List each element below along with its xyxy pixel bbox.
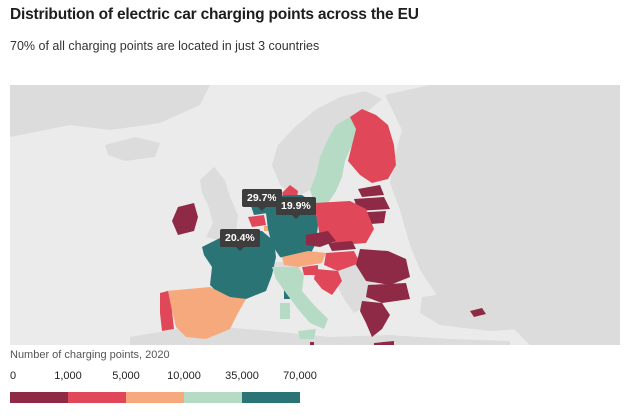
country-belgium xyxy=(248,215,266,227)
uk-land xyxy=(200,167,238,241)
greenland-land xyxy=(10,85,210,137)
chart-title: Distribution of electric car charging po… xyxy=(10,6,419,23)
legend-swatch xyxy=(10,392,68,403)
legend-tick: 0 xyxy=(10,370,17,382)
legend-swatch xyxy=(68,392,126,403)
country-luxembourg xyxy=(264,226,269,231)
background-land xyxy=(10,85,620,345)
legend-tick: 10,000 xyxy=(167,370,201,382)
country-italy xyxy=(272,267,328,329)
legend-ticks: 0 1,000 5,000 10,000 35,000 70,000 xyxy=(10,370,330,384)
callout-germany: 19.9% xyxy=(276,197,316,219)
country-sardinia xyxy=(280,303,290,319)
chart-subtitle: 70% of all charging points are located i… xyxy=(10,39,320,53)
country-spain xyxy=(166,287,246,339)
country-estonia xyxy=(358,185,384,197)
legend-color-bar xyxy=(10,392,300,403)
country-austria xyxy=(282,251,326,267)
country-portugal xyxy=(160,291,174,331)
country-sweden xyxy=(310,117,356,207)
turkey-land xyxy=(420,290,570,331)
country-ireland xyxy=(172,203,198,235)
country-finland xyxy=(348,109,396,183)
country-slovenia xyxy=(302,265,318,275)
eu-map xyxy=(10,85,620,345)
country-bulgaria xyxy=(366,283,410,303)
country-sicily xyxy=(298,329,316,339)
iceland-land xyxy=(105,137,160,161)
russia-land xyxy=(385,85,620,345)
country-crete xyxy=(374,341,394,345)
country-croatia xyxy=(314,269,342,295)
country-hungary xyxy=(324,251,360,271)
legend-swatch xyxy=(126,392,184,403)
map-panel: 29.7% 19.9% 20.4% xyxy=(10,85,620,345)
country-malta xyxy=(310,342,314,345)
legend-title: Number of charging points, 2020 xyxy=(10,349,170,361)
legend-swatch xyxy=(184,392,242,403)
country-slovakia xyxy=(328,241,356,251)
callout-france: 20.4% xyxy=(220,229,260,251)
country-cyprus xyxy=(470,308,486,317)
norway-land xyxy=(272,91,382,197)
legend-swatch xyxy=(242,392,300,403)
legend-tick: 5,000 xyxy=(112,370,140,382)
country-romania xyxy=(356,249,410,285)
country-greece xyxy=(360,301,390,337)
legend-tick: 1,000 xyxy=(54,370,82,382)
legend-tick: 35,000 xyxy=(225,370,259,382)
legend-tick: 70,000 xyxy=(283,370,317,382)
callout-netherlands: 29.7% xyxy=(242,189,282,211)
